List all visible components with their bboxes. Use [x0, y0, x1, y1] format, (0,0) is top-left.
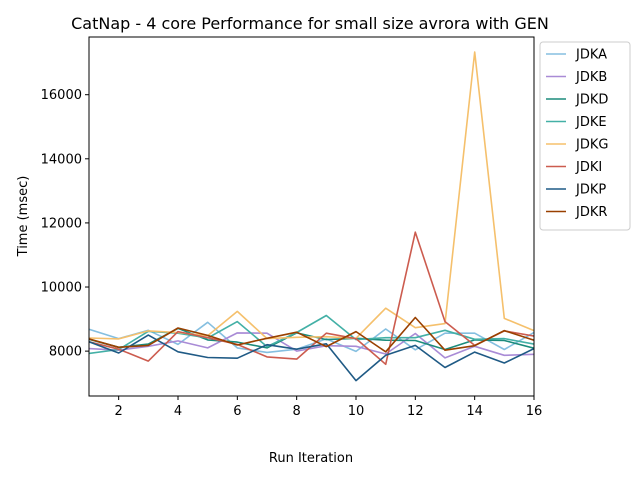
y-tick-label: 10000 [41, 281, 82, 296]
x-tick-label: 4 [174, 404, 182, 419]
y-tick-label: 16000 [41, 88, 82, 103]
series-line-jdkp [89, 334, 534, 382]
y-tick-label: 8000 [49, 345, 82, 360]
plot-frame [88, 36, 535, 397]
legend-box [539, 41, 631, 231]
chart-title: CatNap - 4 core Performance for small si… [71, 14, 549, 33]
x-axis: 2 4 6 8 10 12 14 16 [115, 396, 543, 419]
series-line-jdkr [89, 316, 534, 353]
legend-label-jdki: JDKI [575, 160, 602, 175]
x-tick-label: 10 [348, 404, 365, 419]
legend-label-jdkg: JDKG [575, 138, 608, 153]
x-tick-label: 8 [293, 404, 301, 419]
y-tick-label: 12000 [41, 216, 82, 231]
x-tick-label: 2 [115, 404, 123, 419]
legend-label-jdkp: JDKP [575, 183, 606, 198]
y-tick-label: 14000 [41, 152, 82, 167]
y-axis: 8000 10000 12000 14000 16000 [41, 88, 89, 360]
x-tick-label: 6 [233, 404, 241, 419]
plot-area [89, 51, 534, 382]
legend-label-jdkr: JDKR [575, 205, 607, 220]
x-tick-label: 14 [466, 404, 483, 419]
x-tick-label: 12 [407, 404, 424, 419]
legend-label-jdka: JDKA [575, 48, 607, 63]
x-tick-label: 16 [526, 404, 543, 419]
series-line-jdkg [89, 51, 534, 340]
legend: JDKA JDKB JDKD JDKE JDKG JDKI JDKP JDKR [539, 41, 631, 231]
legend-label-jdkb: JDKB [575, 70, 607, 85]
x-axis-label: Run Iteration [269, 451, 353, 466]
y-axis-label: Time (msec) [16, 176, 31, 258]
legend-label-jdke: JDKE [575, 115, 607, 130]
legend-label-jdkd: JDKD [575, 93, 608, 108]
